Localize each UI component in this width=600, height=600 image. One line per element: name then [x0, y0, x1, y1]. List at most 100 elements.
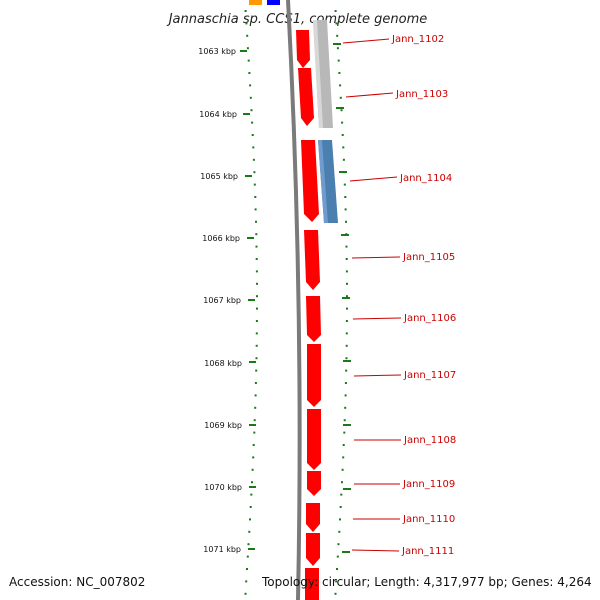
gene-arrow[interactable]	[306, 503, 320, 532]
gene-arrow[interactable]	[305, 568, 319, 600]
minor-tick	[254, 196, 257, 198]
minor-tick	[256, 295, 258, 298]
minor-tick	[345, 357, 348, 360]
gene-arrow[interactable]	[301, 140, 319, 222]
minor-tick	[340, 493, 343, 496]
minor-tick	[252, 158, 255, 161]
minor-tick	[246, 47, 249, 50]
gene-label[interactable]: Jann_1106	[403, 313, 456, 324]
gene-label[interactable]: Jann_1105	[402, 252, 455, 263]
minor-tick	[339, 96, 342, 99]
minor-tick	[252, 456, 255, 459]
gene-label[interactable]: Jann_1102	[391, 34, 444, 45]
minor-tick	[345, 332, 348, 335]
gene-arrow[interactable]	[306, 533, 320, 566]
minor-tick	[342, 146, 345, 149]
minor-tick	[251, 468, 254, 471]
minor-tick	[256, 282, 258, 285]
minor-tick	[255, 220, 257, 223]
minor-tick	[245, 580, 248, 583]
minor-tick	[345, 270, 348, 273]
gene-label[interactable]: Jann_1107	[403, 370, 456, 381]
minor-ticks-left	[244, 10, 258, 595]
gene-label-group[interactable]: Jann_1109	[354, 479, 455, 490]
gene-label-group[interactable]: Jann_1103	[345, 89, 448, 100]
gene-label-group[interactable]: Jann_1108	[354, 435, 456, 446]
gene-label-group[interactable]: Jann_1106	[352, 313, 456, 324]
minor-tick	[246, 568, 248, 570]
gene-label[interactable]: Jann_1111	[401, 546, 454, 557]
ruler-tick: 1071 kbp	[203, 545, 255, 554]
ruler-tick: 1069 kbp	[204, 421, 256, 430]
gene-label-group[interactable]: Jann_1104	[349, 173, 452, 184]
gene-label[interactable]: Jann_1110	[402, 514, 455, 525]
gene-label[interactable]: Jann_1109	[402, 479, 455, 490]
gene-blue[interactable]	[318, 140, 338, 223]
gene-arrow[interactable]	[298, 68, 314, 126]
minor-tick	[254, 382, 257, 384]
minor-tick	[334, 10, 337, 12]
gene-arrow[interactable]	[304, 230, 320, 290]
ruler-tick: 1070 kbp	[204, 483, 256, 492]
minor-tick	[252, 146, 255, 149]
minor-tick	[255, 357, 258, 360]
ruler-tick-label: 1066 kbp	[202, 234, 240, 243]
accession-text: Accession: NC_007802	[9, 575, 146, 589]
minor-tick	[253, 183, 256, 186]
minor-ticks-right	[334, 10, 348, 595]
minor-tick	[253, 171, 256, 174]
gene-gray[interactable]	[313, 20, 333, 128]
minor-tick	[337, 59, 340, 62]
gene-arrow[interactable]	[296, 30, 310, 68]
gene-label-group[interactable]: Jann_1111	[351, 546, 454, 557]
gene-label[interactable]: Jann_1108	[403, 435, 456, 446]
minor-tick	[249, 518, 251, 521]
minor-tick	[245, 22, 248, 25]
minor-tick	[346, 282, 348, 285]
minor-tick	[334, 592, 337, 595]
minor-tick	[344, 208, 347, 211]
minor-tick	[338, 72, 341, 74]
minor-tick	[344, 382, 347, 384]
minor-tick	[340, 109, 343, 112]
minor-tick	[255, 320, 258, 322]
ruler-tick-label: 1067 kbp	[203, 296, 241, 305]
minor-tick	[342, 444, 345, 446]
gene-label-group[interactable]: Jann_1107	[353, 370, 456, 381]
gene-arrow[interactable]	[306, 296, 321, 342]
minor-tick	[255, 344, 258, 347]
gene-label-group[interactable]: Jann_1110	[353, 514, 455, 525]
minor-tick	[344, 196, 347, 198]
genome-backbone	[286, 0, 302, 600]
gene-label-group[interactable]: Jann_1102	[342, 34, 444, 45]
topology-text: Topology: circular; Length: 4,317,977 bp…	[262, 575, 592, 589]
minor-tick	[345, 320, 348, 322]
minor-tick	[253, 431, 256, 434]
minor-tick	[343, 183, 346, 186]
minor-tick	[254, 208, 257, 211]
minor-tick	[336, 47, 339, 50]
minor-tick	[246, 34, 249, 37]
minor-tick	[342, 158, 345, 161]
gene-arrow[interactable]	[307, 344, 321, 407]
minor-tick	[248, 72, 251, 74]
gene-label-group[interactable]: Jann_1105	[351, 252, 455, 263]
minor-tick	[341, 481, 343, 484]
gene-label[interactable]: Jann_1103	[395, 89, 448, 100]
minor-tick	[341, 468, 344, 471]
gene-arrow[interactable]	[307, 409, 321, 470]
gene-label[interactable]: Jann_1104	[399, 173, 452, 184]
minor-tick	[345, 220, 347, 223]
minor-tick	[345, 245, 348, 248]
minor-tick	[246, 555, 249, 558]
minor-tick	[335, 580, 338, 583]
minor-tick	[250, 109, 253, 112]
kbp-ruler: 1063 kbp 1064 kbp 1065 kbp 1066 kbp 1067…	[198, 10, 351, 595]
gene-arrow[interactable]	[307, 471, 321, 496]
minor-tick	[256, 307, 258, 310]
minor-tick	[255, 258, 258, 260]
minor-tick	[345, 344, 348, 347]
forward-genes	[296, 30, 321, 600]
ruler-tick: 1064 kbp	[199, 110, 250, 119]
